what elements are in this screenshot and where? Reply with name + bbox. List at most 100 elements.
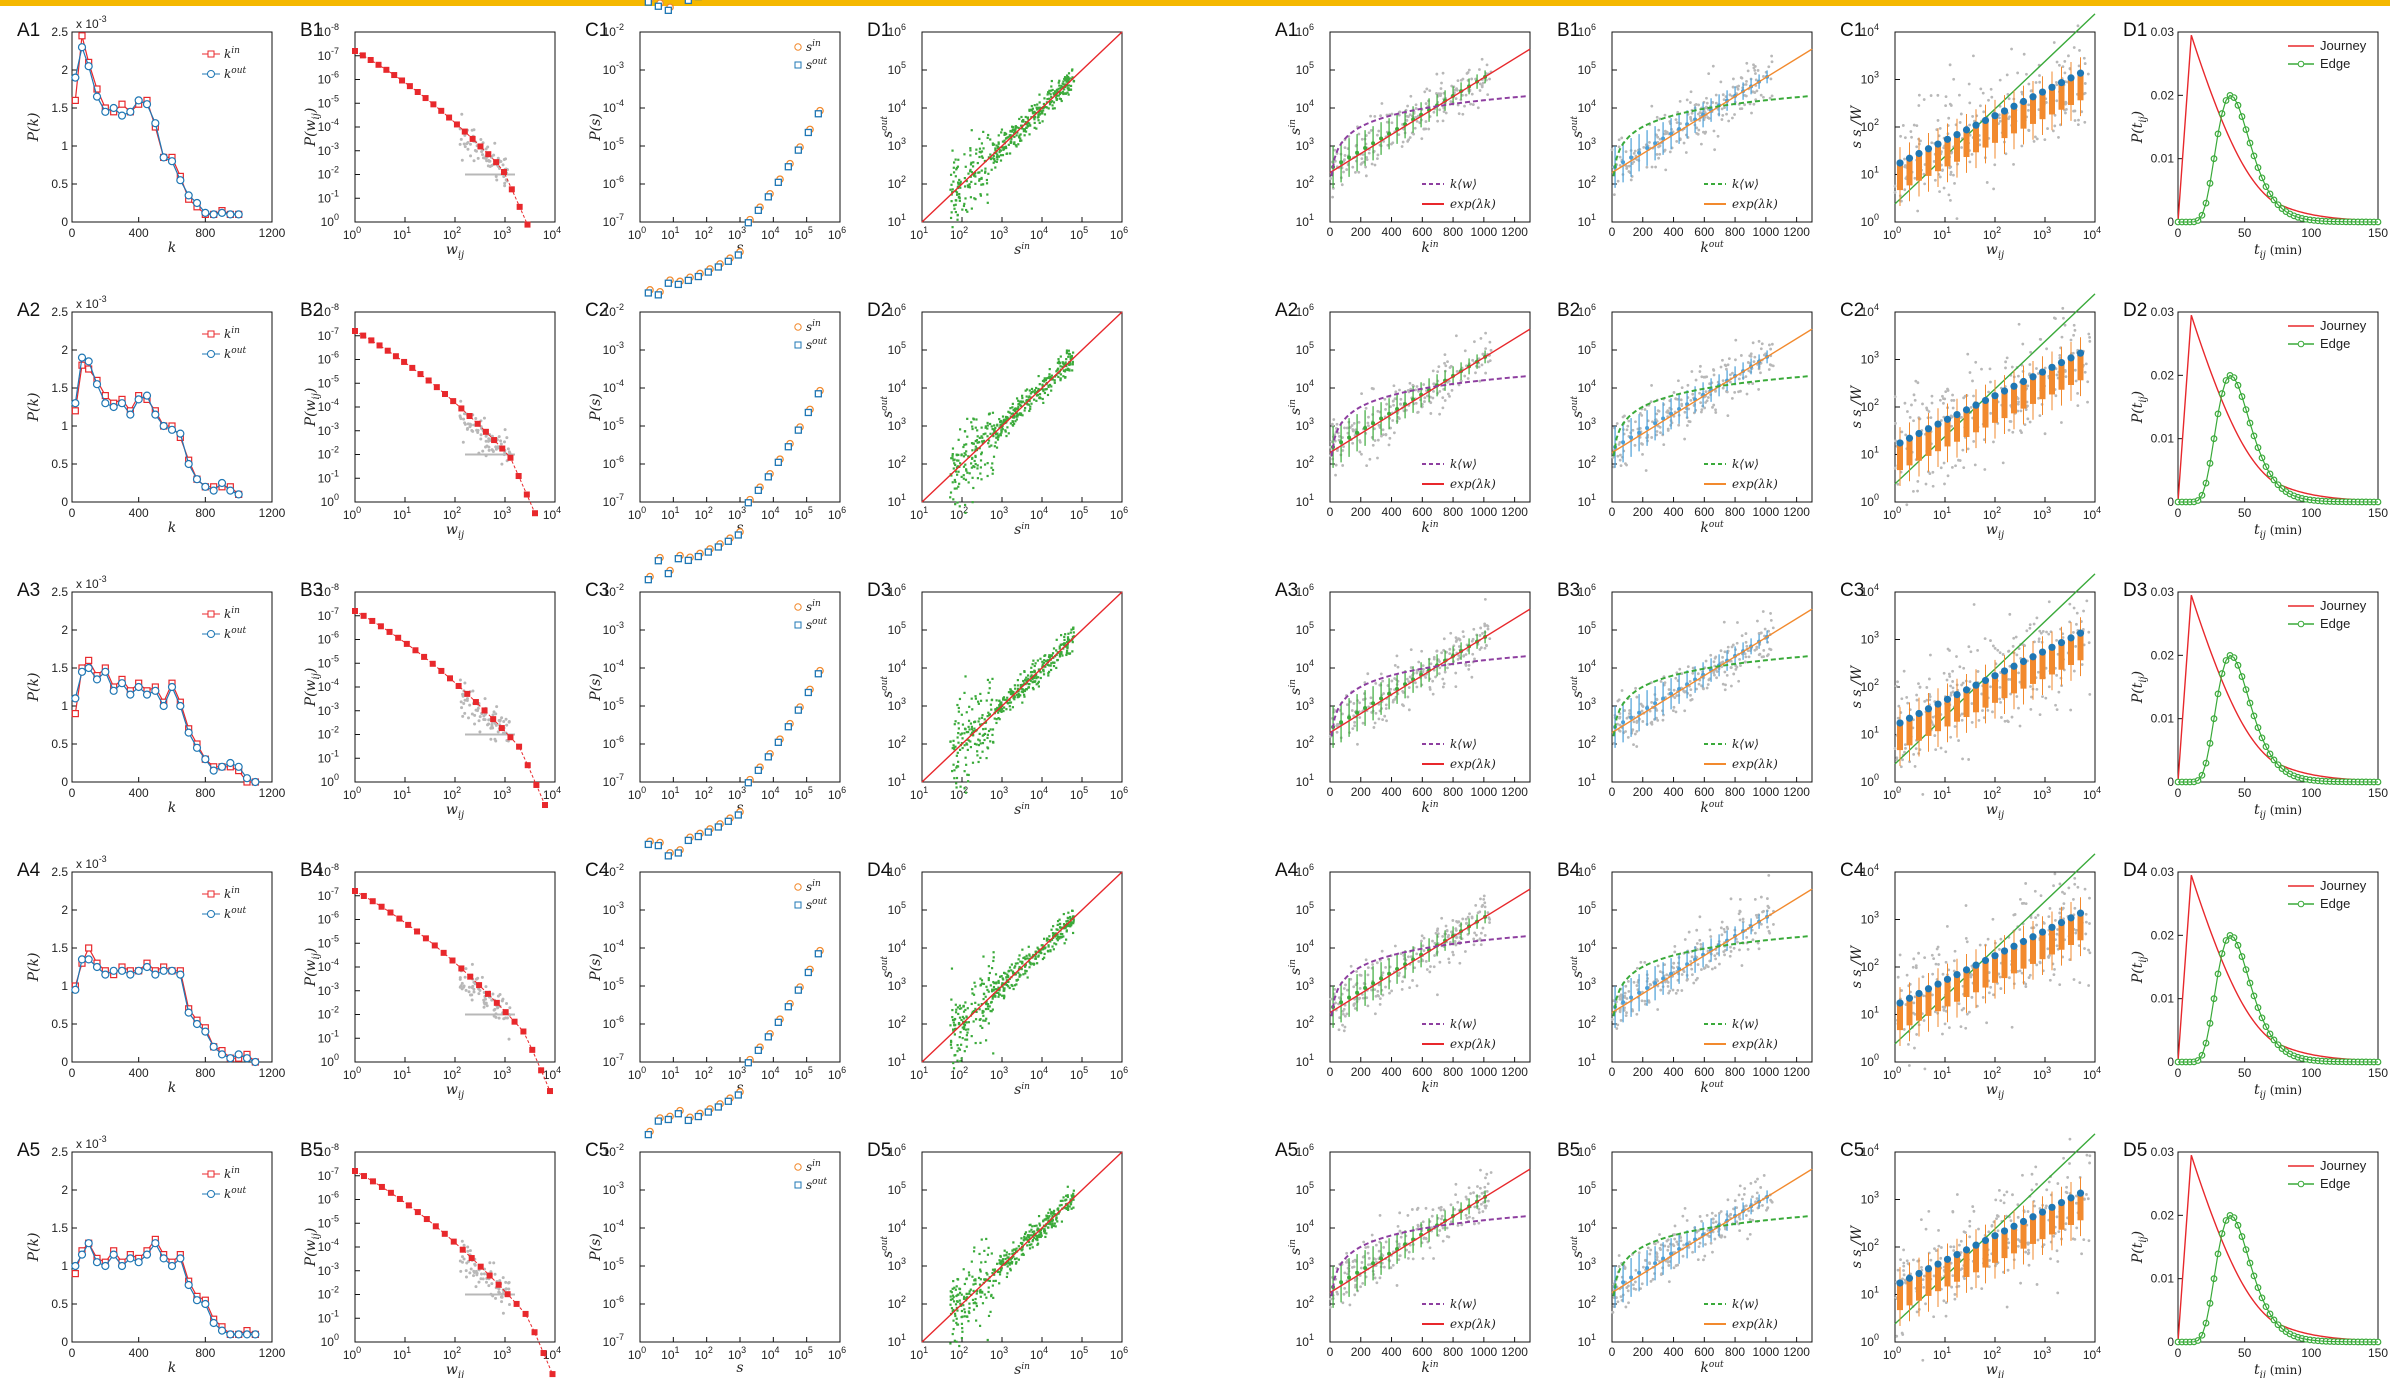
scatter-point [1037, 110, 1041, 114]
scatter-point [1364, 174, 1368, 178]
scatter-point [1038, 101, 1041, 104]
x-tick-label: 103 [990, 225, 1008, 242]
legend-marker [794, 341, 802, 349]
scatter-point [965, 180, 968, 183]
scatter-point [971, 425, 974, 428]
x-axis-label: sin [1014, 802, 1030, 818]
scatter-point [1358, 701, 1361, 705]
scatter-point [2072, 669, 2076, 673]
scatter-point [1335, 422, 1339, 426]
scatter-point [1049, 93, 1052, 96]
scatter-point [1062, 375, 1065, 378]
scatter-point [1052, 101, 1056, 104]
panel-A1: A1 x 10-30 400 800 120000.511.522.5kP(k)kink… [17, 14, 286, 256]
box [1954, 132, 1960, 162]
y-tick-label: 0.5 [51, 737, 68, 751]
data-point-out [694, 272, 702, 281]
mean-point [2076, 69, 2085, 77]
scatter-point [487, 445, 491, 449]
scatter-point [1064, 79, 1067, 82]
scatter-point [1905, 503, 1909, 507]
scale-note: x 10-3 [76, 294, 107, 311]
scatter-point [1927, 677, 1931, 681]
scatter-point [2060, 335, 2064, 339]
scatter-point [1954, 464, 1957, 468]
scatter-point [1336, 449, 1339, 453]
scatter-point [1049, 668, 1053, 672]
legend-label: kout [224, 626, 246, 641]
y-tick-label: 10-6 [603, 454, 624, 471]
scatter-point [1928, 472, 1932, 475]
y-tick-label: 101 [1578, 492, 1596, 509]
scatter-point [1066, 76, 1070, 79]
x-tick-label: 101 [910, 505, 928, 522]
scatter-point [1050, 79, 1053, 83]
scatter-point [969, 740, 972, 743]
data-point [499, 445, 506, 452]
scatter-point [2008, 115, 2011, 119]
scatter-point [460, 158, 464, 162]
x-tick-label: 106 [828, 785, 846, 802]
x-tick-label: 103 [2033, 225, 2051, 242]
legend-marker [207, 350, 215, 358]
scatter-point [965, 468, 968, 471]
scatter-point [1913, 176, 1917, 180]
scatter-point [1617, 145, 1621, 149]
scatter-point [1021, 120, 1024, 123]
scatter-point [1903, 188, 1907, 192]
scatter-point [1042, 670, 1045, 673]
x-tick-label: 101 [393, 785, 411, 802]
scatter-point [998, 418, 1001, 421]
scatter-point [1425, 394, 1429, 398]
scatter-point [1679, 398, 1683, 402]
data-point [71, 399, 80, 408]
bin-point [1629, 435, 1634, 440]
scatter-point [1013, 131, 1016, 135]
scatter-point [1059, 377, 1062, 380]
scatter-point [1912, 419, 1915, 423]
scatter-point [1661, 718, 1665, 722]
scatter-point [1377, 129, 1381, 133]
x-tick-label: 100 [628, 785, 646, 802]
scatter-point [1457, 645, 1461, 648]
scatter-point [2072, 46, 2076, 49]
scatter-point [1001, 154, 1005, 157]
scatter-point [1938, 127, 1942, 130]
scatter-point [988, 412, 991, 415]
scatter-point [2072, 323, 2076, 327]
scatter-point [2017, 374, 2020, 378]
box [2030, 94, 2036, 124]
scatter-point [969, 149, 972, 152]
scatter-point [1343, 146, 1347, 150]
scatter-point [1436, 119, 1440, 123]
scatter-point [1715, 676, 1718, 680]
scatter-point [1441, 396, 1445, 400]
scatter-point [996, 153, 999, 156]
scatter-point [1015, 126, 1019, 129]
scatter-point [1618, 716, 1621, 720]
scatter-point [1364, 165, 1367, 169]
y-tick-label: 106 [888, 22, 906, 39]
scatter-point [1007, 417, 1010, 420]
linear-fit-line [1330, 375, 1529, 457]
scatter-point [1899, 134, 1902, 138]
scatter-point [1711, 64, 1715, 68]
scatter-point [1985, 181, 1989, 184]
scatter-point [1018, 136, 1021, 139]
bin-point [1355, 710, 1360, 715]
scatter-point [953, 723, 956, 726]
scatter-point [954, 190, 957, 193]
scatter-point [981, 714, 984, 717]
scatter-point [1037, 374, 1040, 378]
scatter-point [1752, 66, 1756, 70]
scatter-point [1067, 349, 1070, 352]
scatter-point [1650, 722, 1654, 726]
scatter-point [1037, 119, 1040, 122]
scatter-point [1746, 361, 1750, 364]
scatter-point [1655, 152, 1659, 156]
panel-A3: A3 x 10-30 400 800 120000.511.522.5kP(k)kink… [17, 574, 286, 816]
scatter-point [1438, 389, 1442, 393]
scatter-point [951, 481, 954, 484]
scatter-point [967, 725, 970, 728]
scatter-point [1461, 93, 1464, 97]
